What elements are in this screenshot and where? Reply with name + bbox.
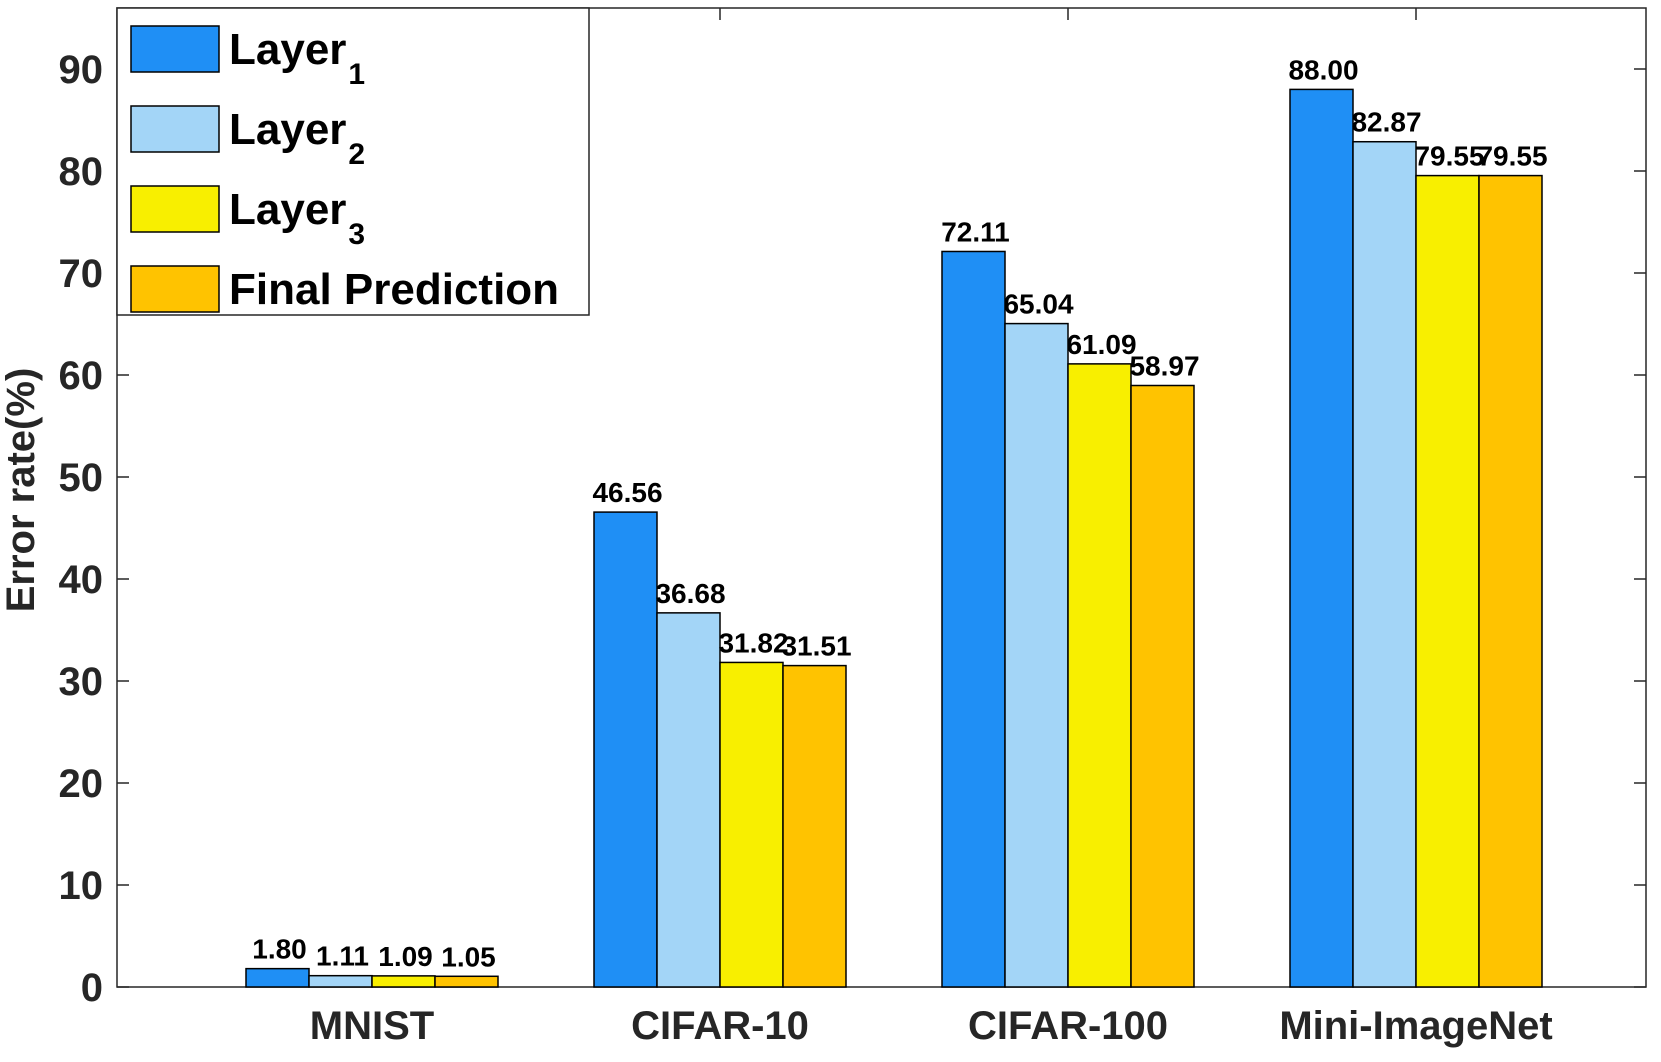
bar — [593, 511, 658, 988]
data-label: 79.55 — [1477, 141, 1547, 172]
bar — [941, 250, 1006, 988]
bar — [719, 661, 784, 988]
y-tick-label: 10 — [59, 864, 104, 908]
data-label: 1.05 — [441, 941, 496, 972]
y-tick-label: 90 — [59, 48, 104, 92]
y-tick-label: 50 — [59, 456, 104, 500]
y-tick-label: 60 — [59, 354, 104, 398]
legend-swatch — [130, 265, 220, 313]
legend-entry-label: Layer1 — [229, 25, 365, 91]
bar — [371, 975, 436, 988]
bars — [245, 88, 1543, 988]
legend-entry-name: Layer — [229, 185, 346, 234]
bar — [434, 975, 499, 988]
legend-swatch — [130, 25, 220, 73]
data-label: 65.04 — [1003, 289, 1073, 320]
legend-entry-subscript: 1 — [348, 58, 365, 91]
x-tick-label: Mini-ImageNet — [1279, 1004, 1552, 1048]
legend-entry-label: Layer2 — [229, 105, 365, 171]
legend-entry-label: Layer3 — [229, 185, 365, 251]
y-tick-label: 20 — [59, 762, 104, 806]
legend-swatch — [130, 185, 220, 233]
data-label: 58.97 — [1129, 351, 1199, 382]
y-tick-label: 80 — [59, 150, 104, 194]
y-tick-label: 30 — [59, 660, 104, 704]
legend-entry-name: Layer — [229, 25, 346, 74]
data-label: 1.11 — [316, 941, 369, 972]
y-axis-title: Error rate(%) — [0, 368, 43, 613]
y-tick-label: 0 — [81, 966, 103, 1010]
bar — [782, 664, 847, 988]
x-tick-label: CIFAR-100 — [968, 1004, 1168, 1048]
data-label: 1.09 — [378, 941, 433, 972]
x-tick-label: CIFAR-10 — [631, 1004, 809, 1048]
bar — [245, 967, 310, 988]
data-label: 1.80 — [252, 934, 307, 965]
bar — [1415, 174, 1480, 988]
data-label: 36.68 — [655, 578, 725, 609]
legend-entry-subscript: 3 — [348, 218, 365, 251]
bar — [1478, 174, 1543, 988]
x-tick-label: MNIST — [310, 1004, 434, 1048]
bar — [308, 974, 373, 988]
tick-labels: 0 10 20 30 40 50 60 70 80 90 MNIST CIFAR-10 CIFAR-10… — [59, 48, 1553, 1048]
bar — [1004, 322, 1069, 988]
data-label: 46.56 — [592, 477, 662, 508]
data-label: 31.51 — [781, 631, 851, 662]
bar — [1289, 88, 1354, 988]
y-tick-label: 70 — [59, 252, 104, 296]
data-label: 82.87 — [1351, 107, 1421, 138]
legend-entry-name: Final Prediction — [229, 265, 559, 314]
plot-frame — [116, 7, 1647, 988]
data-label: 72.11 — [941, 216, 1010, 247]
data-label: 88.00 — [1288, 54, 1358, 85]
data-label: 61.09 — [1066, 329, 1136, 360]
legend-entry-subscript: 2 — [348, 138, 365, 171]
data-label: 79.55 — [1414, 141, 1484, 172]
data-label: 31.82 — [718, 627, 788, 658]
bar — [1130, 384, 1195, 988]
bar — [656, 612, 721, 988]
legend-swatch — [130, 105, 220, 153]
legend-entry-name: Layer — [229, 105, 346, 154]
bar — [1067, 363, 1132, 988]
legend-entry-label: Final Prediction — [229, 265, 559, 314]
bar — [1352, 140, 1417, 988]
y-tick-label: 40 — [59, 558, 104, 602]
